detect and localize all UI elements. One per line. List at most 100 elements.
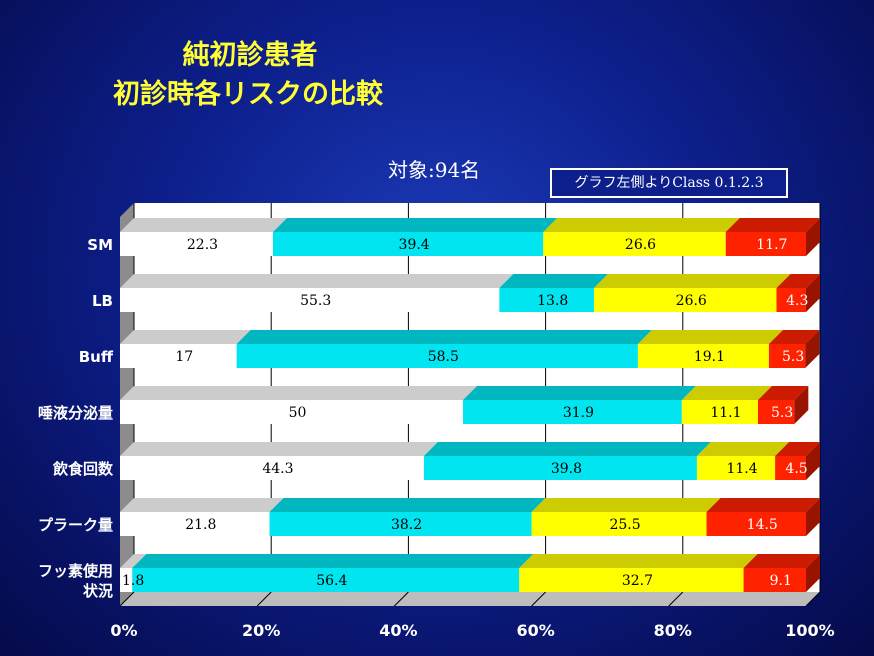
category-label-line: SM [87, 236, 113, 254]
category-label: プラーク量 [38, 516, 113, 534]
gridline-floor [119, 591, 135, 607]
bar-value-label: 19.1 [694, 349, 725, 365]
bar-segment-top [594, 274, 791, 288]
bar-value-label: 14.5 [747, 517, 778, 533]
gridline-floor [394, 591, 409, 607]
bar-segment-top [531, 498, 721, 512]
bar-end-side [806, 554, 820, 592]
bar-segment-top [696, 442, 790, 456]
bar-segment-top [120, 330, 251, 344]
bar-value-label: 13.8 [537, 293, 568, 309]
class-order-note: グラフ左側よりClass 0.1.2.3 [550, 168, 788, 198]
bar-segment [272, 232, 544, 256]
bar-segment [120, 232, 273, 256]
bar-segment-top [120, 498, 284, 512]
bar-segment-top [423, 442, 711, 456]
bar-segment-top [272, 218, 558, 232]
bar-segment [531, 512, 707, 536]
bar-segment-top [463, 386, 696, 400]
bar-segment-top [725, 218, 820, 232]
bar-segment [499, 288, 595, 312]
bar-segment-top [637, 330, 783, 344]
bar-value-label: 5.3 [771, 405, 793, 421]
bar-segment-top [132, 554, 534, 568]
bar-segment-top [543, 218, 740, 232]
bar-segment-top [681, 386, 772, 400]
bar-segment-top [120, 442, 438, 456]
bar-value-label: 17 [175, 349, 193, 365]
bar-row: 21.8 38.2 25.5 14.5 [120, 498, 820, 536]
bar-value-label: 4.5 [785, 461, 807, 477]
category-label: SM [87, 236, 113, 254]
bar-value-label: 50 [289, 405, 307, 421]
bar-segment-top [519, 554, 758, 568]
bar-value-label: 11.4 [726, 461, 757, 477]
bar-value-label: 39.8 [551, 461, 582, 477]
bar-row: 1.8 56.4 32.7 9.1 [120, 554, 820, 592]
bar-segment [463, 400, 682, 424]
bar-value-label: 39.4 [399, 237, 430, 253]
bar-segment-top [706, 498, 820, 512]
bar-value-label: 4.3 [786, 293, 808, 309]
bar-value-label: 1.8 [122, 573, 144, 589]
bar-value-label: 58.5 [428, 349, 459, 365]
bar-segment [594, 288, 777, 312]
bar-segment [120, 288, 500, 312]
x-tick-label: 100% [785, 621, 834, 640]
bar-value-label: 11.1 [710, 405, 741, 421]
bar-segment [120, 568, 133, 592]
x-axis-ticks: 0% 20% 40% 60% 80% 100% [110, 621, 834, 640]
category-label-line: 唾液分泌量 [38, 404, 113, 422]
bar-segment-top [120, 554, 147, 568]
bar-value-label: 21.8 [185, 517, 216, 533]
bar-end-side [806, 218, 820, 256]
x-tick-label: 20% [242, 621, 280, 640]
bar-segment-top [120, 274, 514, 288]
bar-segment [725, 232, 806, 256]
bar-value-label: 38.2 [391, 517, 422, 533]
category-label-line: Buff [79, 348, 114, 366]
bar-segment [120, 344, 237, 368]
subject-count-label: 対象:94名 [388, 158, 481, 182]
category-label: 飲食回数 [52, 460, 114, 478]
bar-segment-top [743, 554, 820, 568]
bar-value-label: 56.4 [316, 573, 347, 589]
bar-row: 22.3 39.4 26.6 11.7 [120, 218, 820, 256]
bar-value-label: 31.9 [563, 405, 594, 421]
bar-segment [269, 512, 532, 536]
bar-segment-top [776, 274, 820, 288]
bar-segment [706, 512, 806, 536]
x-tick-label: 80% [654, 621, 692, 640]
bar-value-label: 26.6 [625, 237, 656, 253]
x-tick-label: 0% [110, 621, 137, 640]
bar-segment-top [775, 442, 820, 456]
bar-segment [120, 400, 463, 424]
x-tick-label: 40% [379, 621, 417, 640]
bar-segment [543, 232, 726, 256]
bar-value-label: 26.6 [676, 293, 707, 309]
x-tick-label: 60% [516, 621, 554, 640]
chart-title-line1: 純初診患者 [182, 40, 318, 71]
bar-end-side [794, 386, 809, 424]
bar-segment-top [120, 218, 287, 232]
bar-value-label: 55.3 [300, 293, 331, 309]
bar-segment [519, 568, 744, 592]
category-label: Buff [79, 348, 114, 366]
bar-segment [132, 568, 520, 592]
bar-segment [768, 344, 806, 368]
bar-segment [236, 344, 638, 368]
gridline-floor [805, 591, 821, 607]
category-label-line: 状況 [83, 582, 113, 600]
bar-end-side [806, 442, 820, 480]
bar-end-side [806, 498, 820, 536]
category-label-line: LB [92, 292, 113, 310]
category-label: LB [92, 292, 113, 310]
category-label-line: フッ素使用 [38, 562, 113, 580]
plot-floor [120, 592, 820, 606]
bar-segment-top [236, 330, 652, 344]
bar-segment [757, 400, 795, 424]
bar-segment-top [269, 498, 546, 512]
bar-value-label: 25.5 [609, 517, 640, 533]
